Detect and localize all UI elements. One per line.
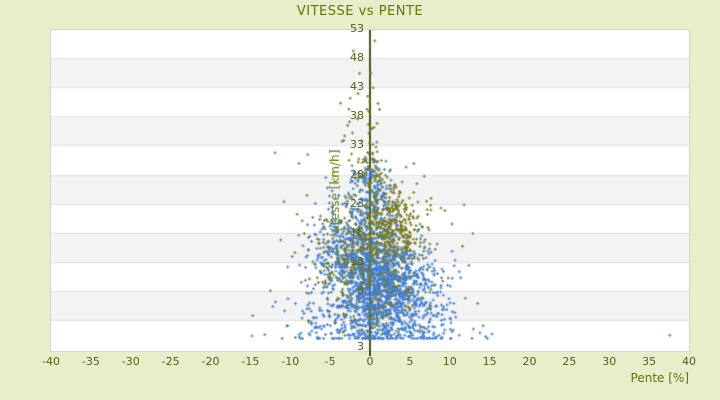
y-tick-label: 38 [350,109,364,123]
x-tick-label: -35 [81,355,100,368]
x-tick-label: -40 [42,355,60,368]
y-tick-label: 13 [350,254,364,268]
y-tick-label: 43 [350,80,364,94]
x-tick-label: 5 [406,355,414,368]
x-tick-label: -25 [161,355,180,368]
x-tick-label: 35 [642,355,657,368]
y-tick-label: 33 [350,138,364,152]
y-tick-label: 18 [350,225,364,239]
y-tick-label: 28 [350,167,364,181]
y-tick-label: 3 [357,340,364,353]
y-tick-label: 48 [350,51,364,65]
zero-tick-mark [369,351,371,356]
x-tick-label: 25 [562,355,577,368]
y-tick-label: 53 [350,22,364,35]
x-tick-label: 30 [602,355,617,368]
x-tick-label: -20 [201,355,220,368]
x-tick-label: 0 [366,355,374,368]
x-tick-label: -10 [281,355,300,368]
chart-title: VITESSE vs PENTE [296,4,424,19]
x-axis-title: Pente [%] [630,371,689,385]
y-tick-label: 23 [350,196,364,210]
x-tick-label: 10 [442,355,457,368]
x-tick-label: -5 [324,355,336,368]
x-tick-label: -30 [121,355,140,368]
x-tick-label: 15 [482,355,497,368]
x-tick-label: -15 [241,355,260,368]
x-tick-label: 40 [682,355,696,368]
x-tick-label: 20 [522,355,537,368]
plot-area [50,29,690,352]
y-tick-label: 8 [357,283,364,297]
scatter-canvas [51,30,689,351]
